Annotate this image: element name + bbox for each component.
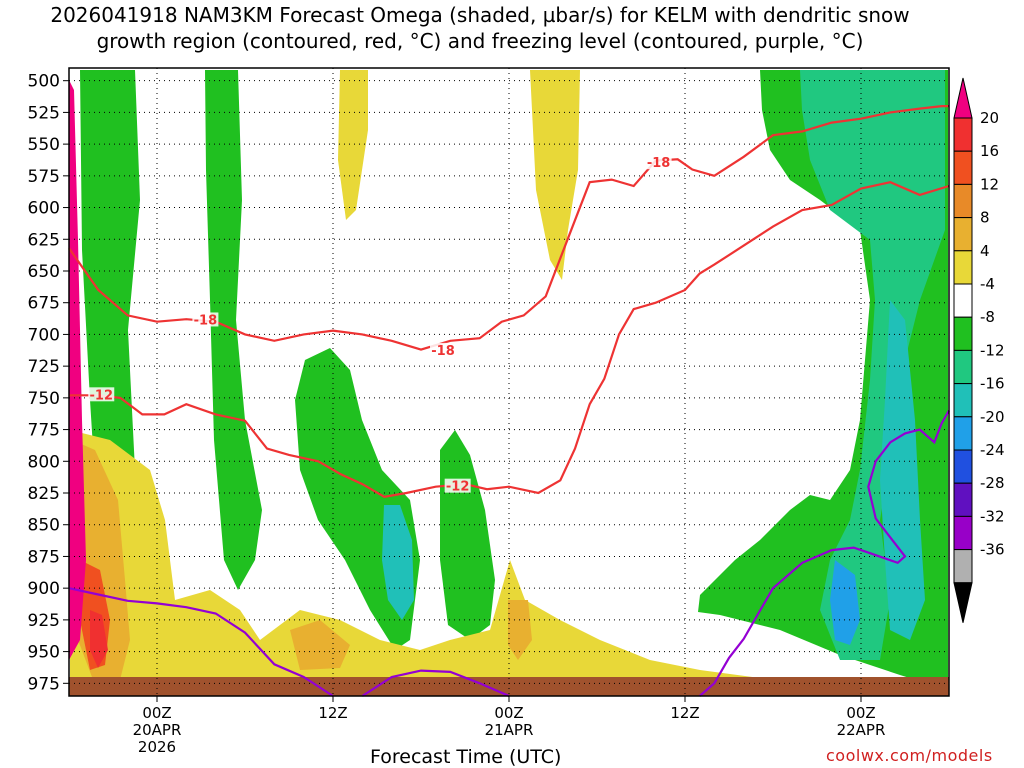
dgz-minus18-contour [68,105,949,351]
colorbar-bottom-arrow [953,582,973,623]
x-tick-label: 12Z [318,704,347,722]
colorbar-label: -24 [980,441,1005,459]
freezing-level-contour [68,587,334,697]
colorbar-label: -28 [980,474,1005,492]
colorbar-label: -16 [980,375,1005,393]
x-tick-label: 20APR [133,721,182,739]
omega-teal-right [800,70,945,660]
colorbar-label: -8 [980,308,995,326]
y-tick-label: 725 [28,357,60,377]
y-tick-label: 650 [28,262,60,282]
colorbar-label: 12 [980,175,999,193]
y-tick-label: 600 [28,199,60,219]
colorbar: 20 16 12 8 4 -4 -8 -12 -16 -20 -24 -28 -32 -36 [953,77,1005,623]
contour-label: -18 [431,344,455,359]
grid-lines [69,68,949,696]
colorbar-label: -20 [980,408,1005,426]
y-tick-label: 925 [28,611,60,631]
colorbar-segment [953,349,973,385]
y-tick-label: 825 [28,484,60,504]
freezing-level-contour [698,409,950,697]
y-tick-label: 575 [28,167,60,187]
y-tick-label: 625 [28,230,60,250]
contour-label-bg [430,342,456,357]
omega-red-left [90,610,108,668]
y-tick-label: 525 [28,103,60,123]
colorbar-label: -4 [980,275,995,293]
colorbar-segment [953,383,973,418]
dgz-minus12-contour [69,181,950,498]
colorbar-segment [953,482,973,517]
y-tick-label: 975 [28,674,60,694]
omega-cyan-left [382,505,414,620]
contour-label-bg [645,155,672,170]
colorbar-segment [953,217,973,252]
colorbar-label: -32 [980,507,1005,525]
colorbar-segment [953,549,973,584]
omega-yellow-2 [530,70,580,280]
omega-blue-right [830,560,860,645]
credit-link[interactable]: coolwx.com/models [826,746,993,765]
colorbar-segment [953,515,973,551]
y-tick-label: 950 [28,643,60,663]
x-tick-label: 22APR [837,721,886,739]
colorbar-label: 20 [980,109,999,127]
contours: -18 -18 -18 -12 -12 [68,105,950,698]
chart-title-line-2: growth region (contoured, red, °C) and f… [96,29,864,53]
colorbar-segment [953,150,973,185]
x-tick-label: 21APR [485,721,534,739]
terrain-ground [69,677,949,696]
colorbar-top-arrow [953,77,973,119]
y-tick-label: 775 [28,421,60,441]
contour-label: -18 [647,156,671,171]
colorbar-segment [953,449,973,484]
colorbar-label: -12 [980,341,1005,359]
chart-title-line-1: 2026041918 NAM3KM Forecast Omega (shaded… [50,3,910,27]
colorbar-label: 8 [980,209,990,227]
contour-label: -12 [446,480,470,495]
x-axis-title: Forecast Time (UTC) [370,746,562,768]
x-tick-label: 2026 [138,738,176,756]
contour-label-bg [88,387,115,402]
contour-label: -18 [194,313,218,328]
y-tick-label: 850 [28,516,60,536]
x-tick-label: 00Z [142,704,171,722]
freezing-level-contour [361,669,510,698]
colorbar-label: 4 [980,242,990,260]
omega-green-band-4 [440,430,495,640]
colorbar-segment [953,250,973,285]
colorbar-segment [953,183,973,219]
y-tick-label: 700 [28,325,60,345]
y-tick-label: 800 [28,452,60,472]
x-tick-label: 12Z [670,704,699,722]
contour-label: -12 [90,388,114,403]
contour-label-bg [192,312,219,327]
colorbar-segment [953,316,973,351]
colorbar-segment [953,416,973,451]
colorbar-label: 16 [980,142,999,160]
omega-orange-mid-2 [508,600,532,660]
y-tick-label: 875 [28,547,60,567]
colorbar-label: -36 [980,541,1005,559]
y-tick-label: 750 [28,389,60,409]
y-tick-label: 550 [28,135,60,155]
omega-magenta-edge [69,80,86,660]
y-axis: 500 525 550 575 600 625 650 675 700 725 750 775 800 8… [28,72,69,694]
contour-label-bg [444,478,471,493]
y-tick-label: 500 [28,72,60,92]
omega-orange-mid [290,620,350,670]
colorbar-segment [953,117,973,152]
omega-yellow-1 [338,70,368,220]
omega-cyan-right [880,300,925,640]
x-tick-label: 00Z [494,704,523,722]
omega-yellow-lower-band [70,430,760,690]
x-tick-label: 00Z [846,704,875,722]
y-tick-label: 675 [28,294,60,314]
colorbar-segment [953,283,973,318]
y-tick-label: 900 [28,579,60,599]
